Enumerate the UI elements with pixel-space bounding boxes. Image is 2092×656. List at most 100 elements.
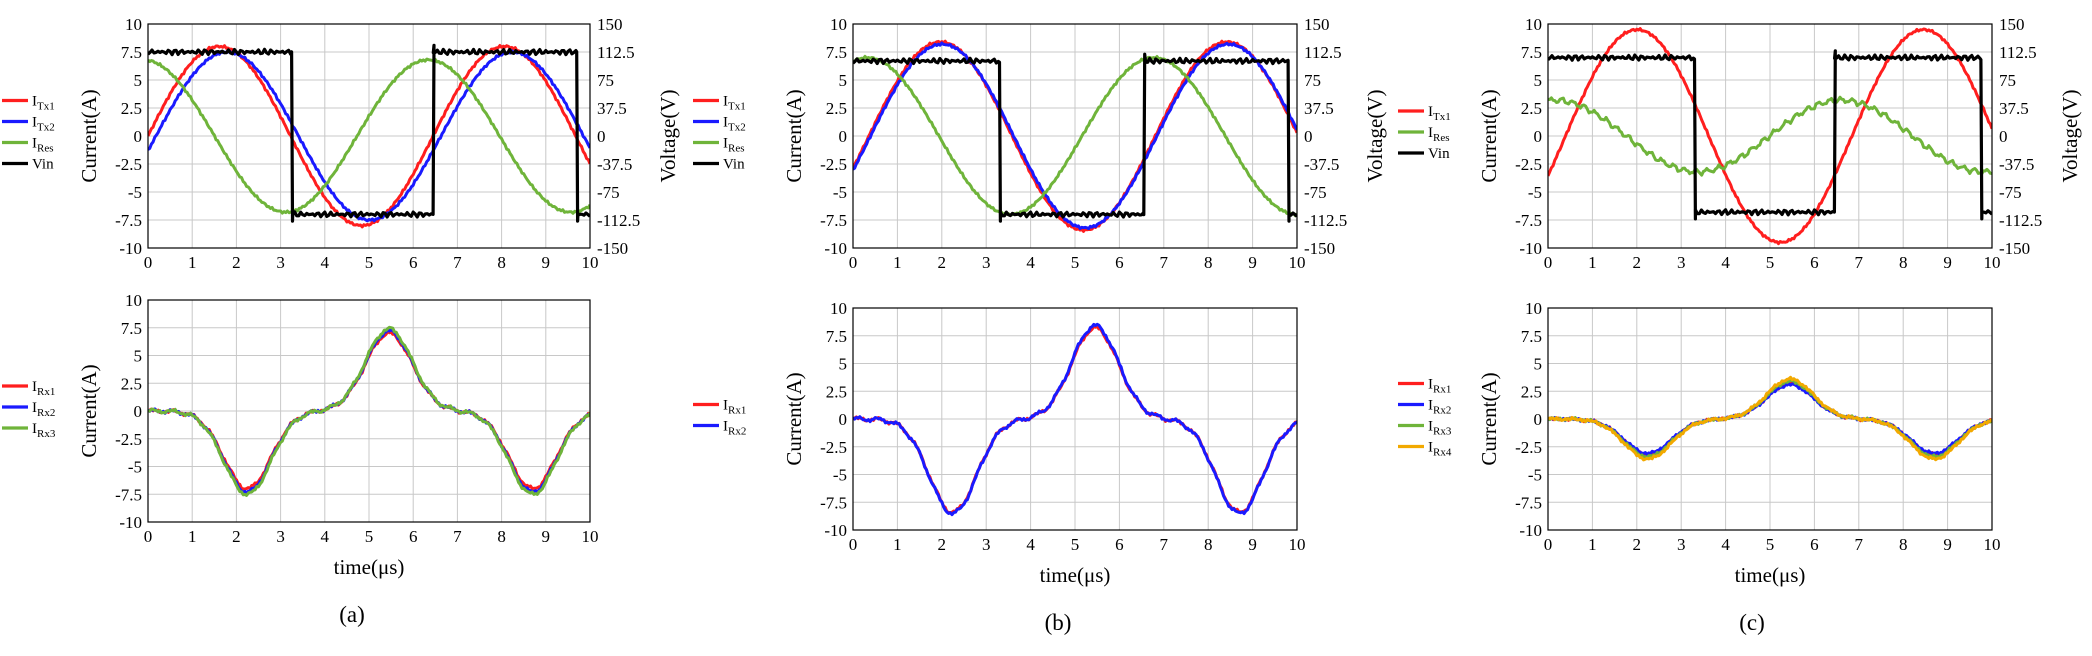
y-tick-label: 10 — [830, 299, 847, 318]
y-right-tick-label: -75 — [597, 183, 620, 202]
y-right-tick-label: -37.5 — [597, 155, 632, 174]
legend-entry: ITx1 — [723, 94, 746, 113]
panel-label: (b) — [1045, 610, 1072, 635]
legend-entry: IRes — [1428, 125, 1450, 144]
x-tick-label: 0 — [144, 253, 153, 272]
x-tick-label: 0 — [1544, 253, 1553, 272]
legend-entry: IRes — [32, 136, 54, 155]
x-tick-label: 1 — [1588, 535, 1597, 554]
chart-c_bottom: 0 1 2 3 4 5 6 7 8 9 10 -10 -7.5 -5 -2.5 0 2.5 5 7.5 10 Curre… — [1398, 299, 2001, 587]
series-line-i-res — [853, 54, 1297, 218]
y-right-tick-label: 112.5 — [1304, 43, 1342, 62]
x-tick-label: 8 — [497, 253, 506, 272]
x-tick-label: 8 — [497, 527, 506, 546]
x-tick-label: 3 — [1677, 253, 1686, 272]
y-tick-label: -7.5 — [115, 485, 142, 504]
y-right-tick-label: -75 — [1999, 183, 2022, 202]
y-tick-label: 7.5 — [826, 43, 847, 62]
y-right-tick-label: -112.5 — [1999, 211, 2042, 230]
series-line-i-res — [148, 57, 590, 215]
y-right-tick-label: -37.5 — [1304, 155, 1339, 174]
y-right-axis-label: Voltage(V) — [2058, 90, 2082, 183]
x-tick-label: 6 — [409, 253, 418, 272]
y-tick-label: 2.5 — [826, 382, 847, 401]
legend-entry: IRx1 — [32, 379, 55, 398]
y-right-axis-label: Voltage(V) — [1363, 90, 1387, 183]
y-tick-label: -10 — [824, 521, 847, 540]
y-tick-label: 5 — [134, 71, 143, 90]
y-tick-label: 10 — [125, 291, 142, 310]
chart-b_top: 0 1 2 3 4 5 6 7 8 9 10-10-7.5-5-2.502.557.510-150-… — [693, 15, 1387, 272]
legend-entry: ITx1 — [1428, 104, 1451, 123]
y-right-tick-label: 0 — [1304, 127, 1313, 146]
legend: ITx1 ITx2 IRes Vin — [2, 94, 55, 173]
x-tick-label: 0 — [144, 527, 153, 546]
x-tick-label: 7 — [453, 527, 462, 546]
y-tick-label: -5 — [833, 466, 847, 485]
y-tick-label: 7.5 — [1521, 43, 1542, 62]
x-tick-label: 10 — [1289, 535, 1306, 554]
x-tick-label: 5 — [1766, 253, 1775, 272]
y-right-tick-label: 37.5 — [1304, 99, 1334, 118]
y-tick-label: -7.5 — [1515, 211, 1542, 230]
x-tick-label: 1 — [188, 253, 197, 272]
y-tick-label: -2.5 — [820, 155, 847, 174]
y-tick-label: -7.5 — [820, 211, 847, 230]
x-tick-label: 10 — [582, 527, 599, 546]
y-axis-label: Current(A) — [77, 89, 101, 182]
y-tick-label: 10 — [125, 15, 142, 34]
legend-entry: IRes — [723, 136, 745, 155]
y-tick-label: 2.5 — [121, 99, 142, 118]
x-tick-label: 6 — [1115, 253, 1124, 272]
y-right-tick-label: 37.5 — [1999, 99, 2029, 118]
y-right-tick-label: -37.5 — [1999, 155, 2034, 174]
y-tick-label: -5 — [128, 458, 142, 477]
y-tick-label: 0 — [839, 410, 848, 429]
y-tick-label: -5 — [128, 183, 142, 202]
series-group — [1548, 375, 1992, 462]
series-line-i-rx4 — [1548, 375, 1992, 462]
y-axis-label: Current(A) — [782, 372, 806, 465]
legend-entry: Vin — [723, 157, 745, 173]
legend-entry: IRx2 — [1428, 398, 1451, 417]
y-tick-label: -10 — [1519, 521, 1542, 540]
x-tick-label: 10 — [1984, 253, 2001, 272]
legend-entry: IRx2 — [32, 400, 55, 419]
x-tick-label: 7 — [1160, 253, 1169, 272]
y-right-tick-label: 150 — [1304, 15, 1330, 34]
axes-frame — [1547, 23, 1993, 249]
series-line-i-rx2 — [853, 322, 1297, 517]
x-tick-label: 7 — [1160, 535, 1169, 554]
y-tick-label: -7.5 — [115, 211, 142, 230]
panel-label: (c) — [1739, 610, 1765, 635]
legend-entry: ITx2 — [32, 115, 55, 134]
y-tick-label: -5 — [1528, 466, 1542, 485]
x-tick-label: 2 — [232, 253, 241, 272]
y-tick-label: -2.5 — [820, 438, 847, 457]
x-tick-label: 1 — [188, 527, 197, 546]
legend-entry: ITx2 — [723, 115, 746, 134]
x-tick-label: 10 — [582, 253, 599, 272]
y-tick-label: 5 — [839, 355, 848, 374]
x-tick-label: 9 — [1943, 535, 1952, 554]
y-tick-label: 2.5 — [1521, 382, 1542, 401]
y-tick-label: 5 — [134, 347, 143, 366]
legend-entry: IRx2 — [723, 419, 746, 438]
y-tick-label: 0 — [1534, 410, 1543, 429]
y-tick-label: -10 — [824, 239, 847, 258]
x-axis-label: time(μs) — [334, 555, 405, 579]
series-line-vin — [1548, 49, 1992, 221]
x-tick-label: 4 — [1721, 253, 1730, 272]
y-tick-label: -2.5 — [1515, 438, 1542, 457]
x-tick-label: 1 — [1588, 253, 1597, 272]
y-tick-label: -5 — [1528, 183, 1542, 202]
x-tick-label: 9 — [542, 253, 551, 272]
y-right-tick-label: 150 — [597, 15, 623, 34]
y-tick-label: 7.5 — [121, 43, 142, 62]
x-tick-label: 2 — [232, 527, 241, 546]
x-tick-label: 4 — [1026, 253, 1035, 272]
axes-frame — [147, 23, 591, 249]
panel-label: (a) — [339, 602, 365, 627]
x-tick-label: 7 — [1855, 535, 1864, 554]
